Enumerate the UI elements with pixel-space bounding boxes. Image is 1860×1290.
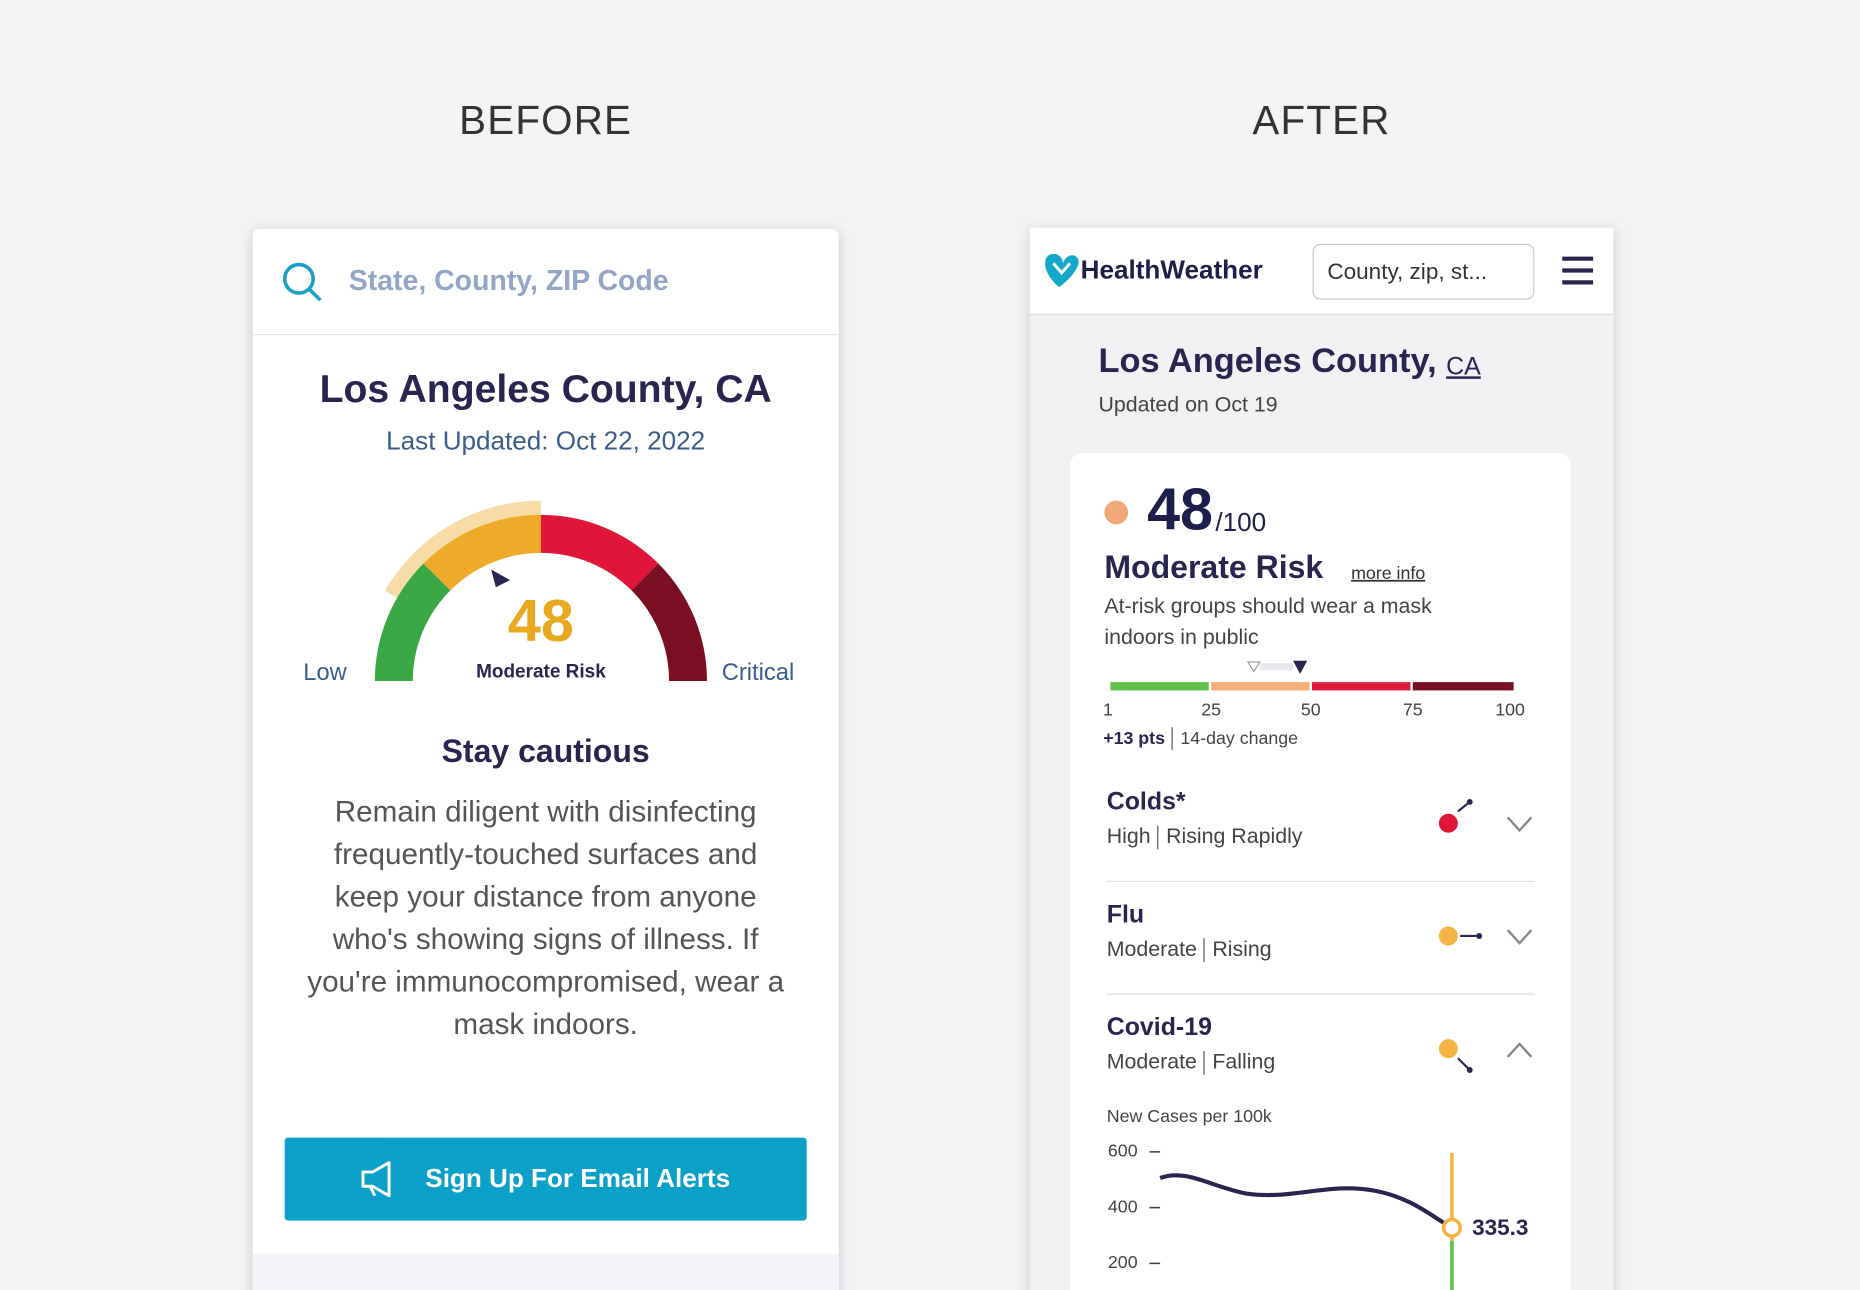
body-line: mask indoors. — [453, 1008, 638, 1041]
condition-name: Colds* — [1107, 788, 1186, 816]
condition-trend: Falling — [1212, 1050, 1275, 1074]
gauge-critical — [631, 563, 707, 681]
scale-tick-label: 75 — [1403, 699, 1423, 719]
advice-line: indoors in public — [1104, 625, 1259, 649]
condition-row[interactable]: Flu Moderate Rising — [1107, 900, 1535, 995]
chevron[interactable] — [1506, 929, 1533, 945]
body-line: keep your distance from anyone — [335, 881, 757, 914]
current-value: 335.3 — [1472, 1215, 1528, 1240]
after-label: AFTER — [1252, 97, 1390, 143]
score: 48 — [1147, 475, 1213, 542]
condition-row[interactable]: Covid-19 Moderate Falling — [1107, 1013, 1533, 1075]
button-label[interactable]: Sign Up For Email Alerts — [425, 1163, 730, 1193]
scale-ticks: 1 25 50 75 100 — [1103, 699, 1525, 719]
change-band — [1259, 663, 1293, 671]
gauge-pointer — [491, 569, 511, 588]
before-label: BEFORE — [459, 97, 632, 143]
search-input[interactable]: State, County, ZIP Code — [349, 265, 669, 297]
scale-tick-label: 100 — [1495, 699, 1525, 719]
menu-icon[interactable] — [1562, 256, 1594, 285]
advice: At-risk groups should wear a mask indoors… — [1104, 594, 1432, 649]
y-tick-label: 600 — [1108, 1141, 1138, 1161]
more-info[interactable]: more info — [1351, 563, 1425, 583]
card — [252, 228, 839, 1290]
y-tick-label: 200 — [1108, 1252, 1138, 1272]
condition-row[interactable]: Colds* High Rising Rapidly — [1107, 788, 1535, 883]
gauge-status: Moderate Risk — [476, 662, 606, 683]
search-icon — [282, 262, 322, 302]
condition-name: Flu — [1107, 900, 1144, 928]
y-tick-label: 400 — [1108, 1196, 1138, 1216]
change: +13 pts — [1103, 728, 1165, 748]
megaphone-icon — [361, 1161, 391, 1198]
condition-trend: Rising Rapidly — [1166, 824, 1303, 848]
location: Los Angeles County, CA — [320, 368, 772, 411]
trend-dot — [1438, 1039, 1458, 1059]
trend-dot — [1438, 926, 1458, 946]
last-updated: Last Updated: Oct 22, 2022 — [386, 425, 705, 455]
scale-critical — [1412, 682, 1514, 691]
search-box[interactable] — [1312, 243, 1535, 300]
scale-tick-label: 1 — [1103, 699, 1113, 719]
current-marker — [1292, 660, 1308, 674]
change-period: 14-day change — [1180, 728, 1298, 748]
body-line: Remain diligent with disinfecting — [335, 796, 757, 829]
gauge-low — [374, 563, 451, 681]
body-line: you're immunocompromised, wear a — [307, 965, 784, 998]
condition-level: Moderate — [1107, 937, 1197, 961]
trend-arrowhead — [1466, 1067, 1473, 1073]
advice-line: At-risk groups should wear a mask — [1104, 594, 1432, 618]
county: Los Angeles County, — [1098, 342, 1436, 380]
score-max: /100 — [1215, 507, 1266, 537]
conditions: Colds* High Rising Rapidly Flu Moderate Risin… — [1107, 788, 1535, 1075]
body-text: Remain diligent with disinfecting frequen… — [307, 796, 784, 1041]
scale-tick-label: 50 — [1301, 699, 1321, 719]
updated: Updated on Oct 19 — [1098, 392, 1277, 416]
risk-label: Moderate Risk — [1104, 549, 1323, 585]
risk-dot — [1104, 500, 1129, 525]
gauge — [374, 500, 707, 681]
body-line: who's showing signs of illness. If — [332, 923, 760, 956]
search-input[interactable]: County, zip, st... — [1327, 259, 1487, 284]
condition-name: Covid-19 — [1107, 1013, 1212, 1041]
gauge-score: 48 — [508, 587, 574, 654]
state-link[interactable]: CA — [1446, 352, 1481, 380]
condition-trend: Rising — [1212, 937, 1271, 961]
footer-bg — [252, 1253, 839, 1290]
gauge-high — [540, 514, 659, 591]
scale-moderate — [1211, 682, 1310, 691]
chevron[interactable] — [1506, 1042, 1533, 1058]
trend-arrowhead — [1466, 798, 1473, 805]
gauge-high: Critical — [722, 660, 794, 686]
button-bg[interactable] — [284, 1137, 807, 1221]
gauge-low: Low — [303, 660, 347, 686]
condition-level: High — [1107, 824, 1151, 848]
after-card: HealthWeather County, zip, st... Los Ang… — [1029, 227, 1614, 1290]
chevron[interactable] — [1506, 816, 1533, 833]
body-line: frequently-touched surfaces and — [334, 838, 757, 871]
scale-high — [1311, 682, 1411, 691]
chart-title: New Cases per 100k — [1107, 1106, 1272, 1126]
cases-line — [1159, 1173, 1453, 1230]
trend-arrowhead — [1476, 933, 1483, 939]
brand[interactable]: HealthWeather — [1081, 255, 1263, 285]
current-point — [1441, 1217, 1463, 1238]
scale-tick-label: 25 — [1201, 699, 1221, 719]
before-card: State, County, ZIP Code Los Angeles Coun… — [252, 228, 839, 1290]
trend-dot — [1438, 813, 1458, 833]
risk-card — [1069, 453, 1571, 1290]
condition-level: Moderate — [1107, 1050, 1197, 1074]
gauge-moderate — [423, 514, 541, 591]
scale-low — [1110, 682, 1209, 691]
prev-marker — [1246, 661, 1261, 673]
email-button[interactable]: Sign Up For Email Alerts — [284, 1137, 807, 1221]
chart-ticks: 600 400 200 — [1108, 1141, 1161, 1272]
logo-mark — [1052, 262, 1072, 276]
heading: Stay cautious — [442, 733, 650, 769]
